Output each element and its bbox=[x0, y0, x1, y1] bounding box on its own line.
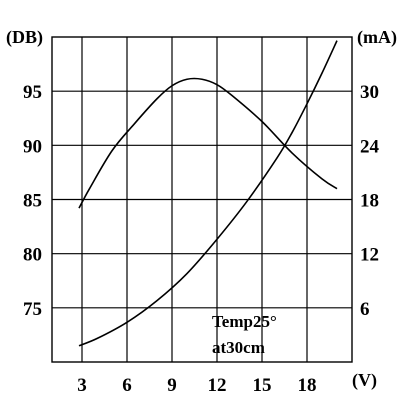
y-left-unit-label: (DB) bbox=[6, 27, 43, 48]
series-group bbox=[78, 40, 338, 347]
x-tick-label: 9 bbox=[167, 375, 177, 396]
y-right-tick-label: 24 bbox=[360, 136, 380, 157]
grid bbox=[51, 36, 353, 363]
x-tick-label: 3 bbox=[77, 375, 87, 396]
series-line-current bbox=[78, 40, 338, 347]
y-left-tick-label: 95 bbox=[23, 82, 42, 103]
x-tick-label: 18 bbox=[298, 375, 317, 396]
x-unit-label: (V) bbox=[352, 370, 377, 391]
labels-group: 3 6 9 12 15 18 75 80 85 90 95 6 12 18 24 30 bbox=[23, 82, 380, 396]
y-right-tick-label: 6 bbox=[360, 299, 370, 320]
y-left-tick-label: 90 bbox=[23, 136, 42, 157]
y-right-tick-label: 12 bbox=[360, 245, 379, 266]
y-right-tick-label: 18 bbox=[360, 191, 379, 212]
annotation-line-2: at30cm bbox=[212, 338, 265, 357]
annotation-line-1: Temp25° bbox=[212, 312, 277, 331]
x-tick-label: 12 bbox=[208, 375, 227, 396]
y-right-unit-label: (mA) bbox=[357, 27, 397, 48]
y-left-tick-label: 75 bbox=[23, 299, 42, 320]
series-line-sound-level bbox=[78, 77, 338, 209]
x-tick-label: 15 bbox=[253, 375, 272, 396]
y-right-tick-label: 30 bbox=[360, 82, 379, 103]
y-left-tick-label: 85 bbox=[23, 191, 42, 212]
y-left-tick-label: 80 bbox=[23, 245, 42, 266]
x-tick-label: 6 bbox=[122, 375, 132, 396]
